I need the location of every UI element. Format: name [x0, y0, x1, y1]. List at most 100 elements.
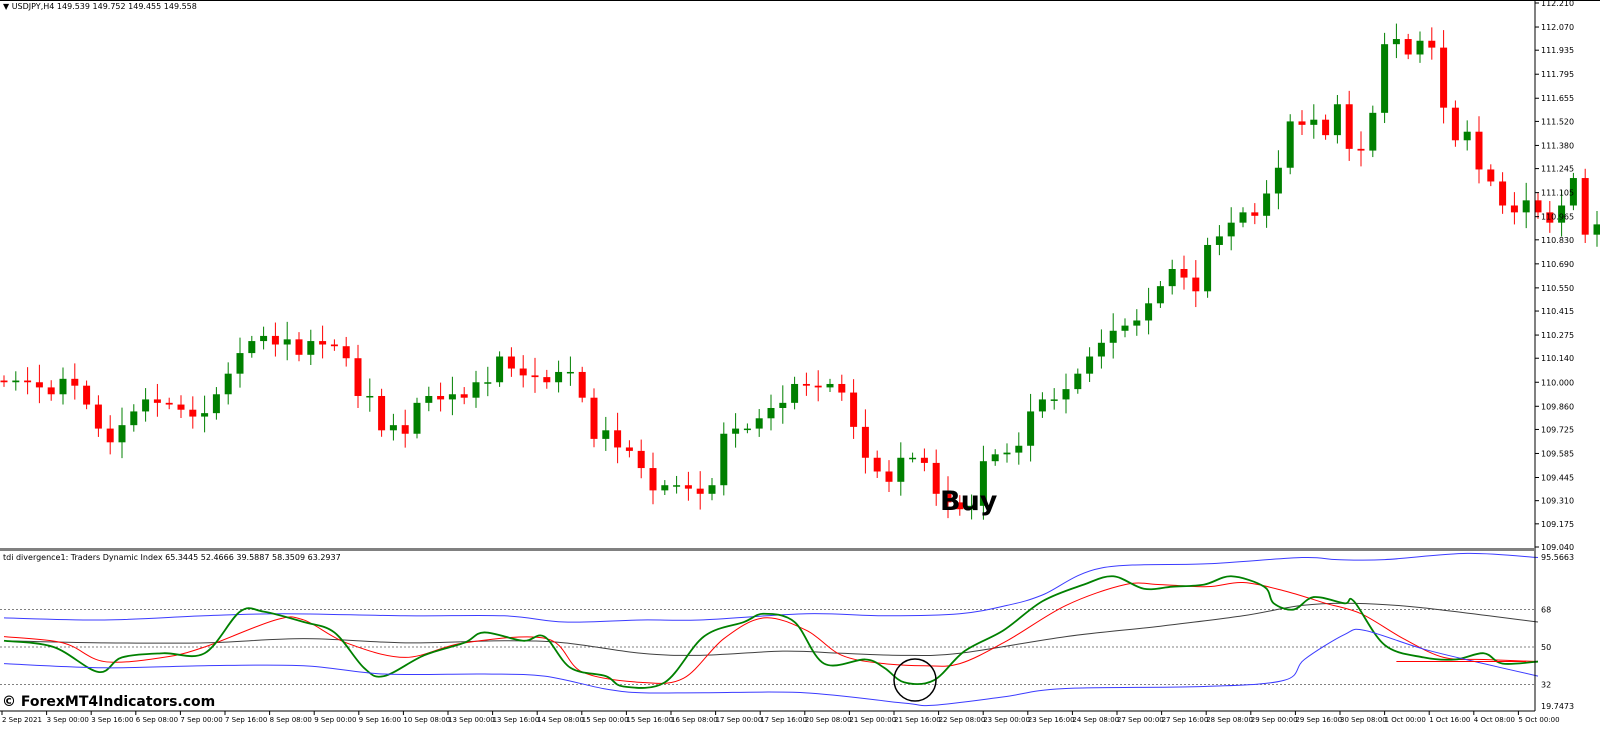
- candle-bullish: [897, 457, 905, 482]
- price-tick-label: 111.245: [1541, 165, 1574, 174]
- base-line: [3, 602, 1539, 656]
- candle-bullish: [1074, 373, 1082, 390]
- time-tick-label: 7 Sep 00:00: [180, 716, 222, 724]
- candle-bullish: [1062, 389, 1070, 400]
- candle-bullish: [743, 428, 751, 431]
- candle-bearish: [944, 493, 952, 503]
- candle-bearish: [637, 450, 645, 469]
- top-border: [0, 0, 1600, 1]
- candle-bullish: [1463, 131, 1471, 141]
- indicator-tick-label: 68: [1541, 606, 1551, 615]
- price-tick-label: 111.520: [1541, 117, 1574, 126]
- candle-bearish: [1322, 119, 1330, 136]
- time-tick-label: 9 Sep 00:00: [314, 716, 356, 724]
- candle-bearish: [1510, 205, 1518, 213]
- time-tick-label: 7 Sep 16:00: [225, 716, 267, 724]
- candle-bullish: [425, 395, 433, 403]
- candle-bullish: [260, 335, 268, 342]
- candle-bearish: [1180, 268, 1188, 278]
- time-tick-label: 3 Sep 00:00: [47, 716, 89, 724]
- price-tick-label: 110.965: [1541, 213, 1574, 222]
- price-tick-label: 111.380: [1541, 141, 1574, 150]
- candle-bullish: [1369, 112, 1377, 151]
- indicator-tick-label: 32: [1541, 680, 1551, 689]
- candle-bearish: [873, 457, 881, 472]
- price-tick-label: 111.935: [1541, 46, 1574, 55]
- time-tick-label: 15 Sep 00:00: [582, 716, 629, 724]
- candle-bearish: [590, 397, 598, 439]
- candle-bullish: [496, 356, 504, 383]
- time-tick-label: 21 Sep 16:00: [894, 716, 941, 724]
- candle-bearish: [696, 488, 704, 494]
- candle-bullish: [661, 485, 669, 491]
- candle-bearish: [271, 335, 279, 345]
- candle-bearish: [1404, 39, 1412, 55]
- symbol-header: ▼ USDJPY,H4 149.539 149.752 149.455 149.…: [3, 2, 197, 11]
- time-tick-label: 10 Sep 08:00: [403, 716, 450, 724]
- candle-bullish: [1133, 320, 1141, 326]
- price-tick-label: 110.550: [1541, 284, 1574, 293]
- time-tick-label: 20 Sep 08:00: [805, 716, 852, 724]
- price-tick-label: 110.830: [1541, 236, 1574, 245]
- indicator-tick-label: 19.7473: [1541, 702, 1574, 711]
- candle-bullish: [1392, 39, 1400, 45]
- lower-band: [3, 628, 1539, 707]
- candle-bullish: [755, 418, 763, 429]
- candle-bearish: [932, 462, 940, 494]
- candle-bearish: [1487, 169, 1495, 182]
- time-tick-label: 21 Sep 00:00: [849, 716, 896, 724]
- candle-bearish: [1475, 131, 1483, 170]
- candle-bearish: [354, 358, 362, 396]
- candle-bearish: [1581, 178, 1589, 235]
- candle-bullish: [720, 433, 728, 486]
- candle-bearish: [165, 402, 173, 405]
- candle-bullish: [236, 353, 244, 374]
- price-pane[interactable]: [0, 23, 1600, 520]
- watermark: © ForexMT4Indicators.com: [2, 694, 216, 710]
- candle-bullish: [1286, 121, 1294, 168]
- candle-bullish: [472, 382, 480, 398]
- time-tick-label: 13 Sep 00:00: [448, 716, 495, 724]
- buy-annotation: Buy: [940, 486, 998, 517]
- candle-bearish: [94, 404, 102, 429]
- candle-bullish: [1050, 399, 1058, 401]
- candle-bearish: [153, 399, 161, 403]
- candle-bullish: [1558, 205, 1566, 223]
- pane-separator: [0, 548, 1535, 551]
- candle-bullish: [991, 454, 999, 462]
- time-tick-label: 28 Sep 08:00: [1206, 716, 1253, 724]
- candle-bearish: [578, 371, 586, 398]
- candle-bullish: [1239, 212, 1247, 223]
- time-tick-label: 13 Sep 16:00: [493, 716, 540, 724]
- candle-bearish: [838, 383, 846, 393]
- candle-bullish: [1097, 342, 1105, 357]
- time-tick-label: 24 Sep 08:00: [1072, 716, 1119, 724]
- candle-bearish: [543, 377, 551, 383]
- candle-bearish: [319, 341, 327, 345]
- candle-bearish: [1298, 121, 1306, 125]
- indicator-info: tdi divergence1: Traders Dynamic Index 6…: [3, 553, 341, 562]
- candle-bullish: [248, 341, 256, 354]
- candle-bearish: [177, 404, 185, 410]
- dropdown-arrow-icon[interactable]: ▼: [3, 2, 10, 11]
- indicator-pane[interactable]: [0, 552, 1539, 707]
- upper-band: [3, 552, 1539, 623]
- candle-bullish: [1522, 200, 1530, 213]
- time-tick-label: 22 Sep 08:00: [939, 716, 986, 724]
- candle-bearish: [0, 380, 8, 383]
- candle-bullish: [389, 425, 397, 431]
- time-tick-label: 29 Sep 16:00: [1295, 716, 1342, 724]
- price-tick-label: 109.040: [1541, 543, 1574, 552]
- price-tick-label: 109.585: [1541, 449, 1574, 458]
- time-tick-label: 4 Oct 08:00: [1474, 716, 1515, 724]
- time-tick-label: 27 Sep 00:00: [1117, 716, 1164, 724]
- price-tick-label: 111.795: [1541, 70, 1574, 79]
- candle-bearish: [47, 387, 55, 395]
- candle-bearish: [1440, 47, 1448, 108]
- candle-bullish: [1569, 178, 1577, 206]
- candle-bearish: [1534, 200, 1542, 213]
- candle-bearish: [83, 385, 91, 405]
- candle-bearish: [1546, 212, 1554, 223]
